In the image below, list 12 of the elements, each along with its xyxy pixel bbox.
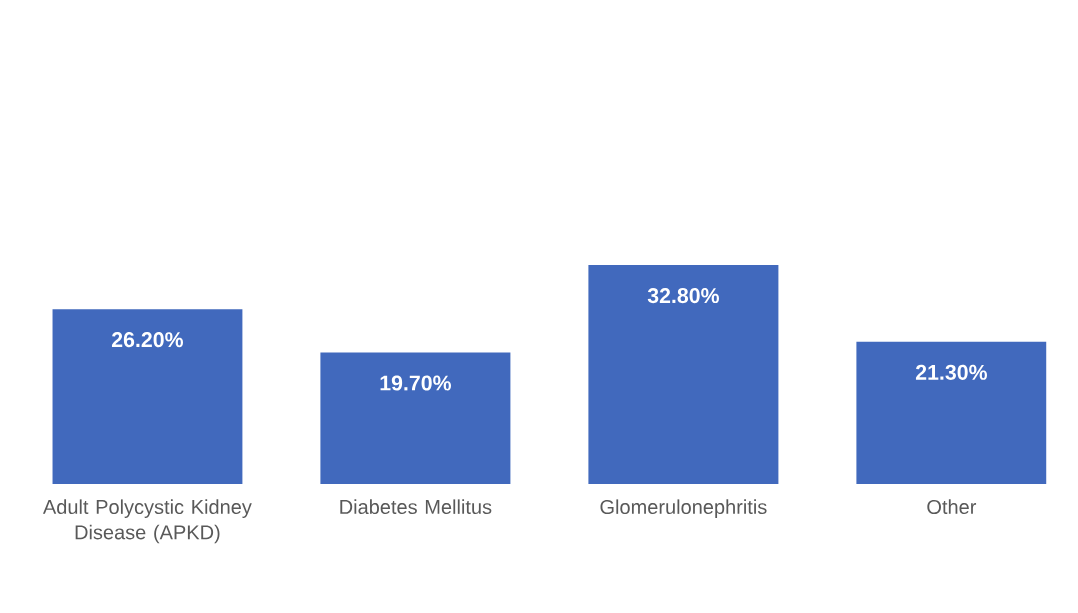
data-label: 21.30% — [915, 364, 987, 380]
x-tick-label: Diabetes Mellitus — [340, 499, 492, 515]
bar — [320, 352, 511, 484]
x-tick-label: Adult Polycystic Kidney Disease (APKD) — [42, 499, 252, 544]
bar — [856, 341, 1047, 484]
data-label: 32.80% — [647, 288, 719, 304]
bar — [588, 265, 779, 484]
data-label: 19.70% — [380, 375, 452, 391]
bar — [52, 309, 243, 484]
data-label: 26.20% — [111, 332, 184, 348]
x-tick-label: Glomerulonephritis — [600, 499, 767, 518]
x-tick-label: Other — [927, 499, 977, 515]
